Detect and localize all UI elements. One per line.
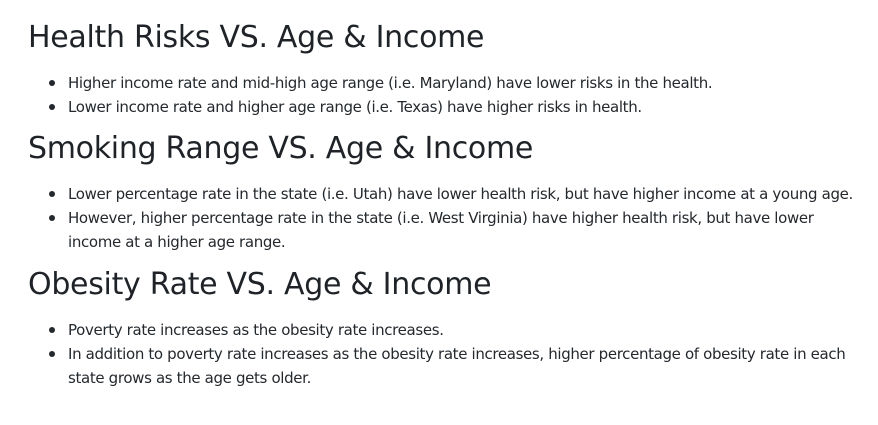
list-item: Lower percentage rate in the state (i.e.… bbox=[49, 182, 858, 206]
list-item: Higher income rate and mid-high age rang… bbox=[49, 71, 858, 95]
smoking-range-bullet-list: Lower percentage rate in the state (i.e.… bbox=[28, 182, 858, 254]
section-heading-smoking-range: Smoking Range VS. Age & Income bbox=[28, 131, 534, 166]
list-item: Lower income rate and higher age range (… bbox=[49, 95, 858, 119]
list-item: Poverty rate increases as the obesity ra… bbox=[49, 318, 858, 342]
section-heading-obesity-rate: Obesity Rate VS. Age & Income bbox=[28, 267, 492, 302]
list-item: In addition to poverty rate increases as… bbox=[49, 342, 858, 390]
obesity-rate-bullet-list: Poverty rate increases as the obesity ra… bbox=[28, 318, 858, 390]
health-risks-bullet-list: Higher income rate and mid-high age rang… bbox=[28, 71, 858, 119]
document-content: Health Risks VS. Age & Income Higher inc… bbox=[28, 0, 858, 390]
section-heading-health-risks: Health Risks VS. Age & Income bbox=[28, 20, 485, 55]
list-item: However, higher percentage rate in the s… bbox=[49, 206, 858, 254]
